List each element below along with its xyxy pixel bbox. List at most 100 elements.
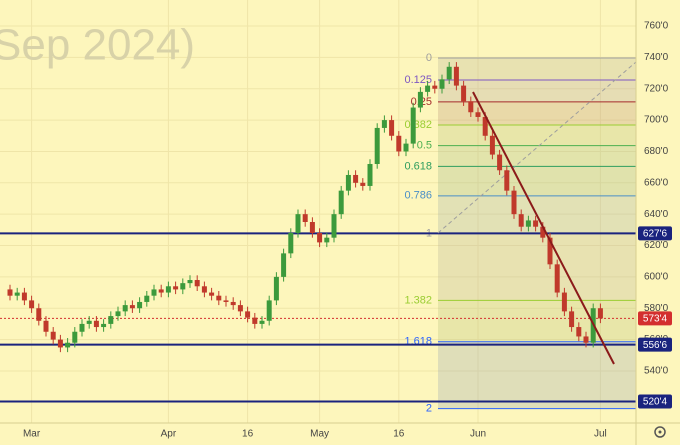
candle-body: [554, 264, 560, 293]
fib-band: [438, 101, 636, 125]
candle-body: [173, 286, 179, 290]
candle-body: [7, 289, 13, 296]
candle-body: [482, 116, 488, 136]
fib-label: 2: [426, 402, 432, 414]
candle-body: [223, 300, 229, 302]
y-tick-label: 620'0: [644, 240, 669, 251]
candle-body: [50, 331, 56, 340]
candle-body: [569, 311, 575, 328]
candle-body: [381, 120, 387, 128]
y-tick-label: 640'0: [644, 209, 669, 220]
x-tick-label: May: [310, 429, 329, 440]
candle-body: [317, 232, 323, 243]
candle-body: [36, 308, 42, 321]
candle-body: [230, 301, 236, 306]
candle-body: [72, 331, 78, 343]
fib-label: 0.618: [404, 160, 432, 172]
y-tick-label: 660'0: [644, 177, 669, 188]
candle-body: [122, 305, 128, 312]
candle-body: [21, 292, 27, 301]
candle-body: [245, 311, 251, 318]
fib-label: 0.5: [417, 140, 432, 152]
candle-body: [65, 342, 71, 348]
fib-label: 0: [426, 52, 432, 64]
candle-body: [547, 237, 553, 265]
gear[interactable]: [654, 426, 666, 438]
candle-body: [561, 292, 567, 312]
candle-body: [309, 222, 315, 233]
candle-body: [360, 182, 366, 186]
candle-body: [209, 292, 215, 296]
candle-body: [57, 339, 63, 348]
candle-body: [302, 214, 308, 223]
candle-body: [468, 101, 474, 113]
candle-body: [367, 163, 373, 186]
candle-body: [288, 232, 294, 254]
fib-band: [438, 341, 636, 409]
x-tick-label: Apr: [161, 429, 177, 440]
candle-body: [417, 91, 423, 108]
candle-body: [187, 280, 193, 284]
candle-body: [201, 286, 207, 293]
settings-icon[interactable]: [654, 426, 666, 438]
candle-body: [252, 317, 258, 324]
fib-label: 1.382: [404, 294, 432, 306]
price-box-label: 520'4: [643, 397, 668, 408]
price-box: [638, 337, 672, 352]
candle-body: [497, 154, 503, 171]
candle-body: [216, 295, 222, 301]
candle-body: [273, 276, 279, 301]
x-tick-label: Jun: [470, 429, 486, 440]
y-tick-label: 540'0: [644, 366, 669, 377]
price-box-label: 573'4: [643, 314, 668, 325]
candle-body: [425, 85, 431, 92]
y-tick-label: 680'0: [644, 146, 669, 157]
gear-center: [658, 430, 662, 434]
candle-body: [475, 112, 481, 117]
candle-body: [237, 305, 243, 312]
y-tick-label: 760'0: [644, 21, 669, 32]
candle-body: [101, 323, 107, 328]
watermark: Sep 2024): [0, 21, 195, 70]
candle-body: [461, 85, 467, 102]
candle-body: [86, 320, 92, 324]
candle-body: [14, 292, 20, 296]
candle-body: [281, 253, 287, 277]
candle-body: [353, 174, 359, 183]
y-tick-label: 600'0: [644, 272, 669, 283]
candle-body: [158, 289, 164, 293]
y-tick-label: 700'0: [644, 115, 669, 126]
candle-body: [266, 300, 272, 321]
candle-body: [583, 336, 589, 343]
candle-body: [396, 135, 402, 152]
candle-body: [525, 220, 531, 227]
price-box-label: 627'6: [643, 229, 668, 240]
x-tick-label: 16: [393, 429, 405, 440]
y-tick-label: 580'0: [644, 303, 669, 314]
candle-body: [410, 107, 416, 144]
candle-body: [144, 295, 150, 302]
candle-body: [533, 220, 539, 227]
fib-label: 0.382: [404, 119, 432, 131]
candle-body: [511, 190, 517, 215]
trend-line: [472, 91, 615, 365]
candle-body: [518, 214, 524, 227]
fib-band: [438, 300, 636, 342]
candle-body: [180, 283, 186, 290]
y-tick-label: 720'0: [644, 83, 669, 94]
fib-band: [438, 79, 636, 102]
candle-body: [432, 85, 438, 89]
candle-body: [331, 214, 337, 238]
candle-body: [194, 280, 200, 287]
candle-body: [504, 170, 510, 191]
candle-body: [295, 214, 301, 233]
price-box: [638, 394, 672, 409]
candle-body: [115, 311, 121, 317]
candle-body: [446, 66, 452, 80]
candle-body: [576, 327, 582, 337]
candle-body: [540, 226, 546, 238]
candle-body: [403, 143, 409, 152]
candle-body: [165, 286, 171, 293]
candle-body: [324, 237, 330, 243]
